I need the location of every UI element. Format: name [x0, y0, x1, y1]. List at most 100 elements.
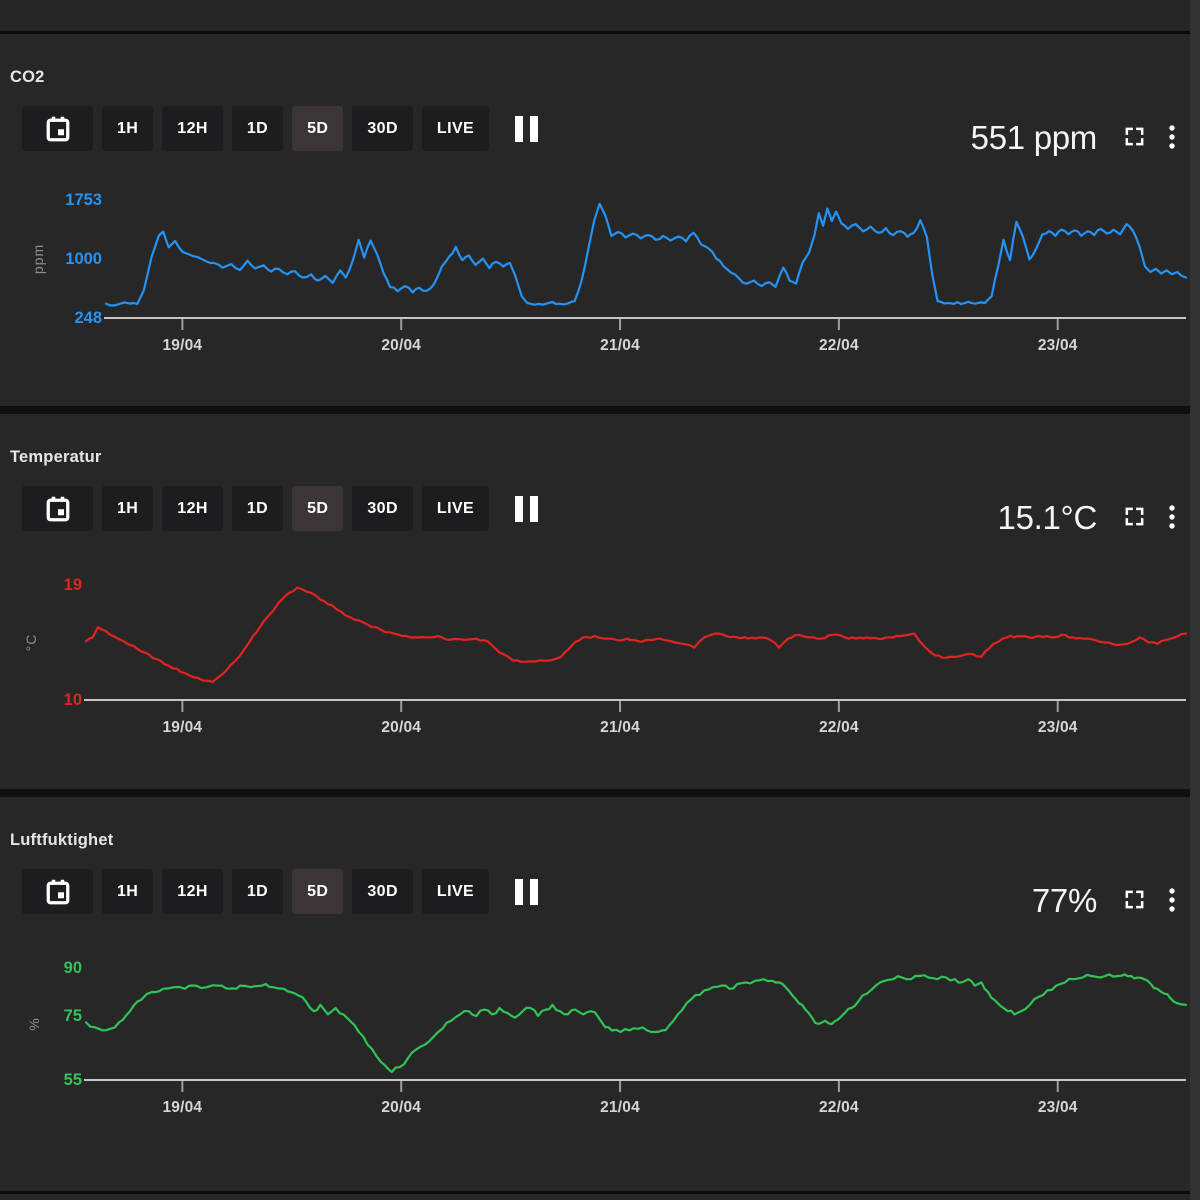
calendar-icon [43, 114, 73, 144]
range-button-30d[interactable]: 30D [352, 486, 413, 531]
pause-button[interactable] [515, 869, 539, 914]
y-axis-tick-label: 55 [64, 1071, 82, 1089]
x-axis-tick-label: 21/04 [600, 719, 640, 736]
y-axis-tick-label: 19 [64, 576, 82, 594]
range-button-1h[interactable]: 1H [102, 486, 154, 531]
calendar-button[interactable] [22, 869, 93, 914]
pause-icon [515, 878, 524, 905]
range-button-5d[interactable]: 5D [292, 106, 344, 151]
range-button-1h[interactable]: 1H [102, 869, 154, 914]
pause-icon [530, 878, 539, 905]
co2-panel: ppm 1753 1000 248 19/04 20/04 21/04 22/04 23/04 … [0, 34, 1200, 406]
temperatur-series-line [84, 586, 1188, 684]
range-button-1d[interactable]: 1D [231, 486, 284, 531]
fullscreen-button[interactable] [1123, 888, 1146, 914]
range-button-12h[interactable]: 12H [162, 106, 223, 151]
chart-plot-area[interactable] [86, 954, 1186, 1080]
divider [0, 789, 1200, 797]
pause-icon [530, 495, 539, 522]
x-axis-tick-label: 22/04 [819, 337, 859, 354]
current-value: 551 ppm [970, 119, 1098, 156]
x-axis-tick-label: 21/04 [600, 1099, 640, 1116]
y-axis-tick-label: 10 [64, 691, 82, 709]
range-button-30d[interactable]: 30D [352, 869, 413, 914]
range-button-5d[interactable]: 5D [292, 486, 344, 531]
x-axis-tick-label: 22/04 [819, 1099, 859, 1116]
kebab-menu-icon [1168, 887, 1176, 916]
kebab-menu-button[interactable] [1168, 887, 1176, 916]
y-axis-unit-label: ppm [30, 244, 46, 274]
chart-plot-area[interactable] [106, 186, 1186, 318]
pause-icon [515, 495, 524, 522]
panel-header-right: 77% [1032, 878, 1176, 924]
fullscreen-icon [1123, 505, 1146, 531]
x-axis-tick-label: 19/04 [162, 1099, 202, 1116]
top-bar [0, 0, 1200, 31]
range-button-1h[interactable]: 1H [102, 106, 154, 151]
y-axis-unit-label: % [26, 1017, 42, 1030]
x-axis-tick-label: 19/04 [162, 337, 202, 354]
range-button-1d[interactable]: 1D [231, 869, 284, 914]
kebab-menu-button[interactable] [1168, 124, 1176, 153]
humidity-panel: % 90 75 55 19/04 20/04 21/04 22/04 23/04 Luftfuk… [0, 797, 1200, 1191]
time-range-toolbar: 1H 12H 1D 5D 30D LIVE [22, 106, 539, 151]
calendar-button[interactable] [22, 486, 93, 531]
time-range-toolbar: 1H 12H 1D 5D 30D LIVE [22, 869, 539, 914]
x-axis-tick-label: 23/04 [1038, 719, 1078, 736]
fullscreen-icon [1123, 888, 1146, 914]
time-range-toolbar: 1H 12H 1D 5D 30D LIVE [22, 486, 539, 531]
x-axis-tick-label: 19/04 [162, 719, 202, 736]
calendar-icon [43, 877, 73, 907]
chart-plot-area[interactable] [86, 571, 1186, 700]
kebab-menu-button[interactable] [1168, 504, 1176, 533]
y-axis-tick-label: 1753 [65, 191, 102, 209]
x-axis-tick-label: 23/04 [1038, 1099, 1078, 1116]
kebab-menu-icon [1168, 124, 1176, 153]
divider [0, 31, 1200, 34]
pause-icon [515, 115, 524, 142]
panel-title: Temperatur [10, 448, 102, 466]
range-button-live[interactable]: LIVE [421, 869, 490, 914]
y-axis-tick-label: 1000 [65, 250, 102, 268]
range-button-12h[interactable]: 12H [162, 869, 223, 914]
humidity-chart: % 90 75 55 19/04 20/04 21/04 22/04 23/04 [26, 954, 1188, 1116]
panel-header-right: 551 ppm [971, 115, 1176, 161]
fullscreen-button[interactable] [1123, 125, 1146, 151]
x-axis-tick-label: 20/04 [381, 1099, 421, 1116]
panel-title: CO2 [10, 68, 45, 86]
calendar-button[interactable] [22, 106, 93, 151]
pause-button[interactable] [515, 106, 539, 151]
panel-title: Luftfuktighet [10, 831, 114, 849]
y-axis-unit-label: °C [23, 634, 39, 652]
temperature-panel: °C 19 10 19/04 20/04 21/04 22/04 23/04 Temperat… [0, 414, 1200, 789]
fullscreen-icon [1123, 125, 1146, 151]
range-button-12h[interactable]: 12H [162, 486, 223, 531]
fullscreen-button[interactable] [1123, 505, 1146, 531]
range-button-30d[interactable]: 30D [352, 106, 413, 151]
co2-chart: ppm 1753 1000 248 19/04 20/04 21/04 22/04 23/04 [30, 186, 1188, 354]
current-value: 15.1°C [997, 499, 1098, 536]
scrollbar[interactable] [1190, 0, 1200, 1200]
calendar-icon [43, 494, 73, 524]
current-value: 77% [1031, 882, 1097, 919]
range-button-1d[interactable]: 1D [231, 106, 284, 151]
y-axis-tick-label: 75 [64, 1007, 82, 1025]
divider [0, 406, 1200, 414]
pause-button[interactable] [515, 486, 539, 531]
temperature-chart: °C 19 10 19/04 20/04 21/04 22/04 23/04 [23, 571, 1188, 736]
range-button-live[interactable]: LIVE [421, 486, 490, 531]
pause-icon [530, 115, 539, 142]
x-axis-tick-label: 23/04 [1038, 337, 1078, 354]
luftfuktighet-series-line [84, 973, 1188, 1074]
divider [0, 1191, 1200, 1194]
x-axis-tick-label: 22/04 [819, 719, 859, 736]
co2-series-line [104, 202, 1188, 307]
x-axis-tick-label: 20/04 [381, 719, 421, 736]
range-button-5d[interactable]: 5D [292, 869, 344, 914]
y-axis-tick-label: 90 [64, 959, 82, 977]
kebab-menu-icon [1168, 504, 1176, 533]
x-axis-tick-label: 21/04 [600, 337, 640, 354]
y-axis-tick-label: 248 [74, 309, 102, 327]
range-button-live[interactable]: LIVE [421, 106, 490, 151]
x-axis-tick-label: 20/04 [381, 337, 421, 354]
